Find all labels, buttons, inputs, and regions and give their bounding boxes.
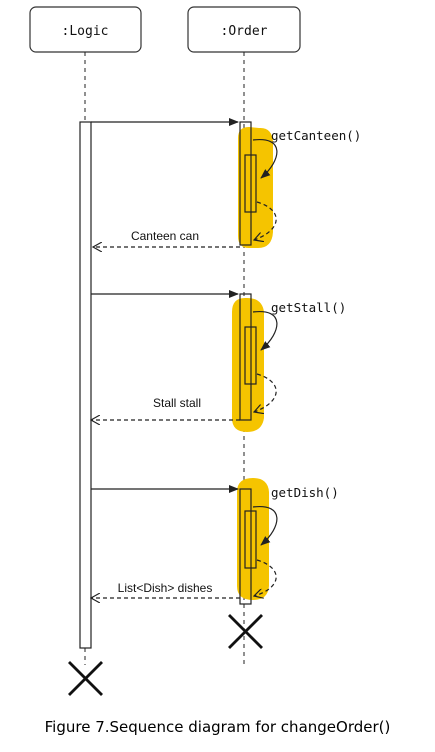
logic-lifeline-header: :Logic xyxy=(29,6,142,53)
logic-activation-bar xyxy=(79,121,92,649)
highlight-getstall xyxy=(232,297,264,432)
order-activation-getcanteen xyxy=(239,121,252,246)
highlight-getdish xyxy=(237,478,269,600)
call-label-getstall: getStall() xyxy=(271,300,346,315)
nested-activation-getcanteen xyxy=(244,154,257,213)
call-label-getcanteen: getCanteen() xyxy=(271,128,361,143)
return-label-canteen: Canteen can xyxy=(131,229,199,243)
order-lifeline-header: :Order xyxy=(187,6,301,53)
nested-activation-getdish xyxy=(244,510,257,569)
self-call-arrow-getstall xyxy=(252,311,278,351)
call-getdish-group: getDish() List<Dish> dishes xyxy=(91,478,339,605)
order-activation-getdish xyxy=(239,488,252,605)
self-call-arrow-getdish xyxy=(252,506,278,546)
order-activation-getstall xyxy=(239,293,252,421)
order-destruction-x-icon xyxy=(228,614,263,649)
self-return-arrow-getstall xyxy=(254,373,277,412)
call-getstall-group: getStall() Stall stall xyxy=(91,290,346,432)
nested-activation-getstall xyxy=(244,326,257,385)
self-return-arrow-getdish xyxy=(254,559,277,596)
call-getcanteen-group: getCanteen() Canteen can xyxy=(91,118,361,248)
call-label-getdish: getDish() xyxy=(271,485,339,500)
logic-destruction-x-icon xyxy=(68,661,103,696)
self-return-arrow-getcanteen xyxy=(254,201,277,240)
return-label-dishes: List<Dish> dishes xyxy=(118,581,213,595)
figure-caption: Figure 7.Sequence diagram for changeOrde… xyxy=(44,718,391,736)
order-lifeline-label: :Order xyxy=(221,24,268,39)
self-call-arrow-getcanteen xyxy=(252,139,278,179)
logic-lifeline-label: :Logic xyxy=(62,24,109,39)
return-label-stall: Stall stall xyxy=(153,396,201,410)
